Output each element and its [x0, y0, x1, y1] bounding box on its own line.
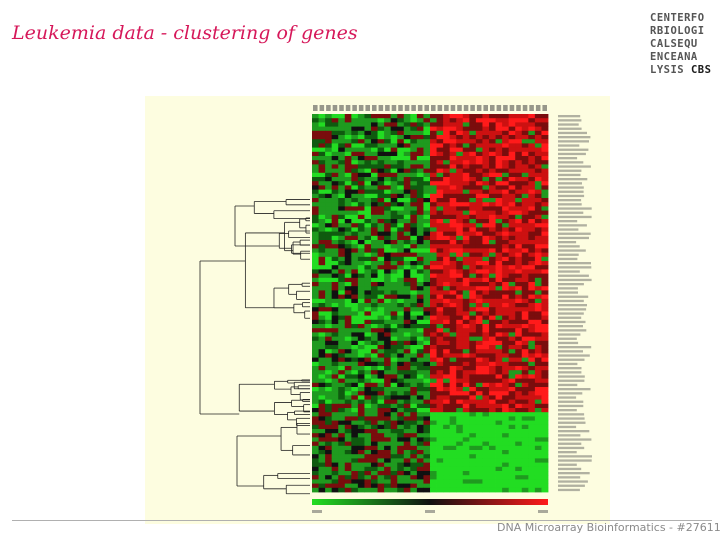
logo-line-5: LYSIS CBS	[650, 64, 712, 77]
footer-rule	[12, 520, 712, 521]
clustering-figure	[145, 96, 610, 524]
footer-text: DNA Microarray Bioinformatics - #27611	[497, 521, 720, 534]
expression-heatmap	[312, 114, 549, 493]
logo-line-5-prefix: LYSIS	[650, 64, 691, 76]
logo-line-2: RBIOLOGI	[650, 25, 705, 37]
cbs-logo: CENTERFO RBIOLOGI CALSEQU ENCEANA LYSIS …	[650, 12, 712, 77]
logo-cbs-mark: CBS	[690, 64, 712, 76]
gene-labels	[558, 115, 592, 492]
logo-line-3: CALSEQU	[650, 38, 698, 50]
logo-line-4: ENCEANA	[650, 51, 698, 63]
clustering-figure-graphic	[199, 105, 592, 513]
gene-dendrogram-icon	[199, 199, 310, 495]
color-scale-bar	[312, 499, 548, 513]
logo-line-1: CENTERFO	[650, 12, 705, 24]
sample-labels	[313, 105, 547, 111]
slide-title: Leukemia data - clustering of genes	[12, 22, 358, 44]
